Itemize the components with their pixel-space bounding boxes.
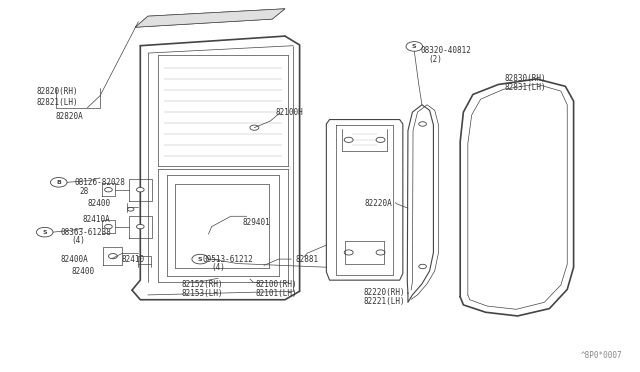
Text: 08320-40812: 08320-40812 bbox=[420, 46, 471, 55]
Text: 82820A: 82820A bbox=[56, 112, 83, 121]
Text: 08126-82028: 08126-82028 bbox=[75, 178, 125, 187]
Text: (4): (4) bbox=[72, 236, 85, 245]
Text: 82100H: 82100H bbox=[275, 108, 303, 117]
Circle shape bbox=[136, 224, 144, 229]
Text: S: S bbox=[42, 230, 47, 235]
Circle shape bbox=[104, 224, 112, 229]
Text: 82400A: 82400A bbox=[61, 255, 88, 264]
Text: (2): (2) bbox=[428, 55, 442, 64]
Text: S: S bbox=[198, 257, 202, 262]
Text: 82220A: 82220A bbox=[365, 199, 392, 208]
Text: 82410: 82410 bbox=[121, 255, 144, 264]
Text: 82410A: 82410A bbox=[83, 215, 111, 224]
Text: (4): (4) bbox=[212, 263, 225, 272]
Text: 82820(RH): 82820(RH) bbox=[36, 87, 78, 96]
Text: 82881: 82881 bbox=[296, 254, 319, 264]
Text: 82830(RH): 82830(RH) bbox=[505, 74, 547, 83]
Text: 82400: 82400 bbox=[88, 199, 111, 208]
Text: 82831(LH): 82831(LH) bbox=[505, 83, 547, 92]
Text: B: B bbox=[56, 180, 61, 185]
Text: 28: 28 bbox=[80, 187, 89, 196]
Text: 82221(LH): 82221(LH) bbox=[364, 297, 405, 306]
Circle shape bbox=[136, 187, 144, 192]
Text: 09513-61212: 09513-61212 bbox=[202, 254, 253, 264]
Text: 829401: 829401 bbox=[243, 218, 270, 227]
Text: 82400: 82400 bbox=[72, 267, 95, 276]
Text: 82152(RH): 82152(RH) bbox=[181, 280, 223, 289]
Text: 82821(LH): 82821(LH) bbox=[36, 99, 78, 108]
Text: 82153(LH): 82153(LH) bbox=[181, 289, 223, 298]
Text: 82220(RH): 82220(RH) bbox=[364, 288, 405, 297]
Text: 82101(LH): 82101(LH) bbox=[255, 289, 296, 298]
Text: 08363-61238: 08363-61238 bbox=[61, 228, 111, 237]
Text: ^8P0*0007: ^8P0*0007 bbox=[581, 351, 623, 360]
Text: 82100(RH): 82100(RH) bbox=[255, 280, 296, 289]
Text: S: S bbox=[412, 44, 417, 49]
Polygon shape bbox=[135, 9, 285, 27]
Circle shape bbox=[104, 187, 112, 192]
